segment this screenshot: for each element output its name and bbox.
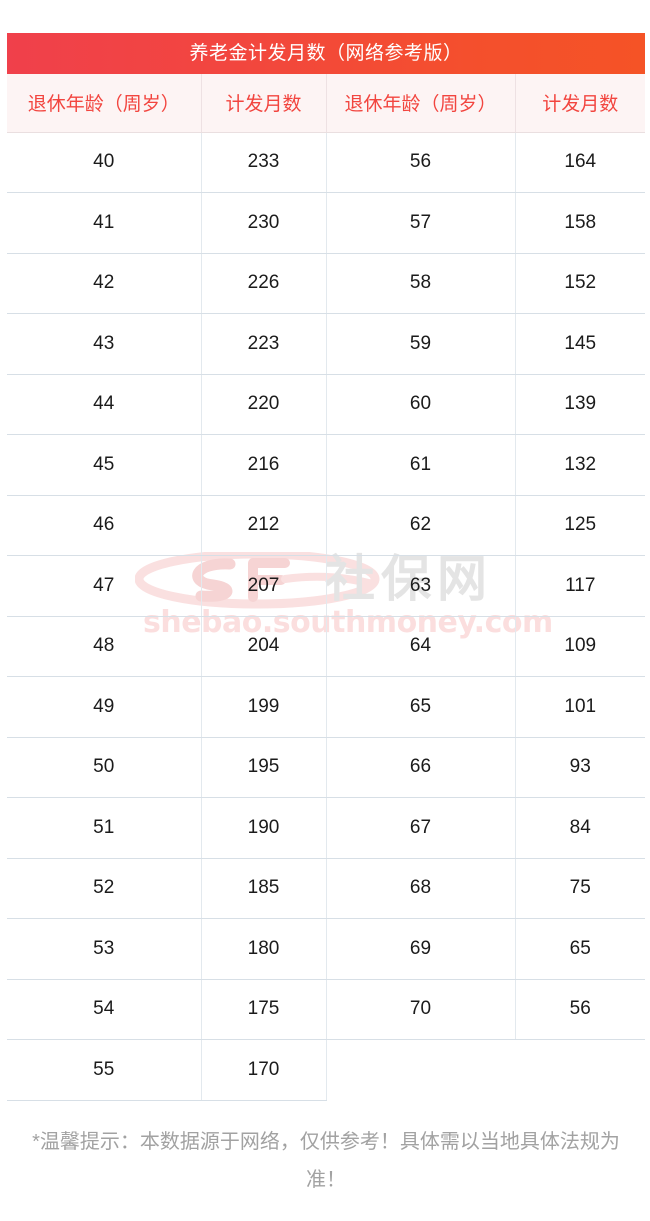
table-cell: 45: [7, 434, 202, 496]
table-cell: 40: [7, 132, 202, 193]
table-cell: 60: [326, 374, 516, 435]
table-row: 40 233 56 164: [7, 132, 645, 193]
table-cell: 47: [7, 555, 202, 617]
table-cell-empty: [326, 1040, 515, 1101]
table-cell: 61: [326, 434, 516, 496]
table-cell: 125: [515, 495, 645, 556]
table-cell: 139: [515, 374, 645, 435]
table-cell: 190: [201, 797, 327, 859]
table-cell: 48: [7, 616, 202, 677]
table-cell: 117: [515, 555, 645, 617]
table-cell: 62: [326, 495, 516, 556]
table-row: 49 199 65 101: [7, 676, 645, 738]
table-row: 41 230 57 158: [7, 192, 645, 254]
table-cell: 68: [326, 858, 516, 919]
table-cell: 69: [326, 918, 516, 980]
table-row: 50 195 66 93: [7, 737, 645, 798]
table-cell: 46: [7, 495, 202, 556]
table-cell: 195: [201, 737, 327, 798]
table-row: 53 180 69 65: [7, 918, 645, 980]
table-cell: 75: [515, 858, 645, 919]
table-row: 51 190 67 84: [7, 797, 645, 859]
table-cell: 109: [515, 616, 645, 677]
table-row: 42 226 58 152: [7, 253, 645, 314]
table-cell: 65: [515, 918, 645, 980]
table-cell: 230: [201, 192, 327, 254]
table-cell: 53: [7, 918, 202, 980]
table-cell: 55: [7, 1039, 202, 1101]
table-cell: 93: [515, 737, 645, 798]
table-cell: 216: [201, 434, 327, 496]
table-cell: 233: [201, 132, 327, 193]
table-cell: 164: [515, 132, 645, 193]
table-row: 45 216 61 132: [7, 434, 645, 496]
table-cell: 152: [515, 253, 645, 314]
table-cell: 54: [7, 979, 202, 1040]
table-cell: 223: [201, 313, 327, 375]
column-header-months-right: 计发月数: [515, 74, 645, 133]
table-row: 52 185 68 75: [7, 858, 645, 919]
table-cell: 226: [201, 253, 327, 314]
pension-months-table: 退休年龄（周岁） 计发月数 退休年龄（周岁） 计发月数 40 233 56 164 41…: [7, 74, 645, 1101]
table-cell: 132: [515, 434, 645, 496]
table-cell: 175: [201, 979, 327, 1040]
table-cell-empty: [515, 1040, 645, 1101]
table-cell: 49: [7, 676, 202, 738]
table-cell: 56: [515, 979, 645, 1040]
table-cell: 67: [326, 797, 516, 859]
table-cell: 158: [515, 192, 645, 254]
table-header: 退休年龄（周岁） 计发月数 退休年龄（周岁） 计发月数: [7, 74, 645, 133]
table-cell: 84: [515, 797, 645, 859]
table-row: 54 175 70 56: [7, 979, 645, 1040]
table-row: 55 170: [7, 1039, 645, 1101]
header-row: 退休年龄（周岁） 计发月数 退休年龄（周岁） 计发月数: [7, 74, 645, 133]
table-cell: 185: [201, 858, 327, 919]
table-cell: 44: [7, 374, 202, 435]
disclaimer-note: *温馨提示：本数据源于网络，仅供参考！具体需以当地具体法规为准！: [32, 1130, 620, 1191]
table-cell: 199: [201, 676, 327, 738]
table-cell: 64: [326, 616, 516, 677]
table-cell: 50: [7, 737, 202, 798]
table-cell: 41: [7, 192, 202, 254]
column-header-retirement-age-left: 退休年龄（周岁）: [7, 74, 202, 133]
table-cell: 52: [7, 858, 202, 919]
table-cell: 101: [515, 676, 645, 738]
table-cell: 180: [201, 918, 327, 980]
table-cell: 63: [326, 555, 516, 617]
table-cell: 207: [201, 555, 327, 617]
table-cell: 170: [201, 1039, 327, 1101]
table-cell: 42: [7, 253, 202, 314]
table-row: 43 223 59 145: [7, 313, 645, 375]
table-row: 44 220 60 139: [7, 374, 645, 435]
table-title: 养老金计发月数（网络参考版）: [7, 33, 645, 74]
table-cell: 58: [326, 253, 516, 314]
column-header-months-left: 计发月数: [201, 74, 327, 133]
table-row: 46 212 62 125: [7, 495, 645, 556]
column-header-retirement-age-right: 退休年龄（周岁）: [326, 74, 516, 133]
table-cell: 56: [326, 132, 516, 193]
table-cell: 59: [326, 313, 516, 375]
table-cell: 212: [201, 495, 327, 556]
table-body: 40 233 56 164 41 230 57 158 42 226 58 152 43 223 59 145…: [7, 132, 645, 1101]
table-cell: 70: [326, 979, 516, 1040]
table-row: 48 204 64 109: [7, 616, 645, 677]
table-cell: 66: [326, 737, 516, 798]
table-cell: 220: [201, 374, 327, 435]
table-cell: 57: [326, 192, 516, 254]
table-row: 47 207 63 117: [7, 555, 645, 617]
table-cell: 43: [7, 313, 202, 375]
table-cell: 51: [7, 797, 202, 859]
table-cell: 65: [326, 676, 516, 738]
table-cell: 145: [515, 313, 645, 375]
table-cell: 204: [201, 616, 327, 677]
